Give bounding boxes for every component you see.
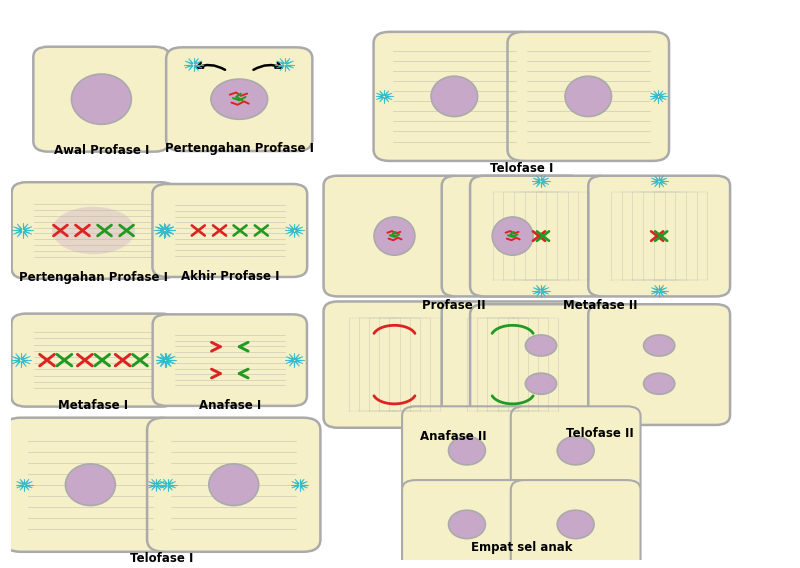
Text: Pertengahan Profase I: Pertengahan Profase I: [165, 143, 314, 156]
Text: Akhir Profase I: Akhir Profase I: [181, 270, 279, 283]
FancyBboxPatch shape: [166, 47, 312, 151]
Ellipse shape: [66, 464, 115, 506]
FancyBboxPatch shape: [12, 182, 175, 279]
FancyBboxPatch shape: [402, 480, 532, 568]
Text: Metafase II: Metafase II: [563, 299, 638, 312]
Text: Awal Profase I: Awal Profase I: [54, 144, 149, 157]
Ellipse shape: [209, 464, 258, 506]
FancyBboxPatch shape: [510, 480, 641, 568]
Ellipse shape: [71, 74, 131, 124]
FancyBboxPatch shape: [510, 406, 641, 495]
FancyBboxPatch shape: [153, 184, 307, 277]
Text: Empat sel anak: Empat sel anak: [470, 541, 572, 554]
FancyBboxPatch shape: [588, 304, 730, 425]
Text: Anafase I: Anafase I: [198, 399, 261, 412]
FancyBboxPatch shape: [147, 417, 321, 552]
Ellipse shape: [558, 510, 594, 538]
Ellipse shape: [565, 76, 611, 116]
Ellipse shape: [643, 373, 674, 394]
Ellipse shape: [431, 76, 478, 116]
Text: Anafase II: Anafase II: [420, 430, 487, 443]
FancyBboxPatch shape: [442, 176, 583, 296]
Text: Telofase I: Telofase I: [130, 552, 194, 565]
Text: Telofase II: Telofase II: [566, 427, 634, 440]
FancyBboxPatch shape: [153, 314, 307, 406]
FancyBboxPatch shape: [34, 47, 170, 152]
FancyBboxPatch shape: [11, 314, 176, 407]
Text: Profase II: Profase II: [422, 299, 486, 312]
FancyBboxPatch shape: [470, 304, 612, 425]
Ellipse shape: [526, 335, 557, 356]
FancyBboxPatch shape: [374, 32, 535, 161]
FancyBboxPatch shape: [588, 176, 730, 296]
Ellipse shape: [52, 207, 135, 254]
Text: Telofase I: Telofase I: [490, 162, 553, 175]
Text: Metafase I: Metafase I: [58, 399, 129, 412]
FancyBboxPatch shape: [402, 406, 532, 495]
FancyBboxPatch shape: [507, 32, 669, 161]
FancyBboxPatch shape: [4, 417, 177, 552]
Ellipse shape: [558, 436, 594, 465]
FancyBboxPatch shape: [323, 302, 466, 428]
Ellipse shape: [492, 217, 533, 255]
FancyBboxPatch shape: [323, 176, 466, 296]
Ellipse shape: [449, 436, 486, 465]
FancyBboxPatch shape: [442, 302, 583, 428]
Ellipse shape: [211, 79, 268, 119]
Ellipse shape: [526, 373, 557, 394]
Ellipse shape: [643, 335, 674, 356]
FancyBboxPatch shape: [470, 176, 612, 296]
Ellipse shape: [374, 217, 415, 255]
Ellipse shape: [449, 510, 486, 538]
Text: Pertengahan Profase I: Pertengahan Profase I: [19, 271, 168, 284]
